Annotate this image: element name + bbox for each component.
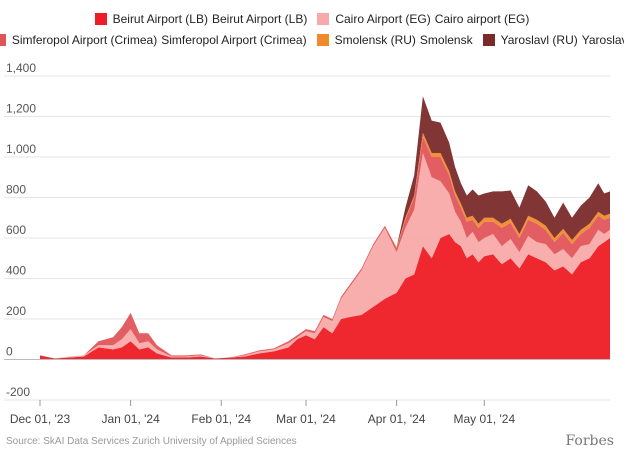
legend-row-2: Simferopol Airport (Crimea) Simferopol A…: [0, 29, 624, 50]
legend-label-smolensk: Smolensk (RU): [334, 32, 416, 47]
legend-item-simferopol[interactable]: Simferopol Airport (Crimea) Simferopol A…: [0, 33, 307, 47]
legend-swatch-simferopol: [0, 33, 6, 46]
y-tick-label: 1,000: [6, 142, 36, 156]
source-note: Source: SkAI Data Services Zurich Univer…: [6, 436, 297, 447]
legend-item-smolensk[interactable]: Smolensk (RU) Smolensk: [316, 32, 473, 47]
y-tick-label: 1,400: [6, 61, 36, 75]
x-tick-label: Mar 01, '24: [276, 412, 336, 426]
x-tick-label: Feb 01, '24: [191, 412, 251, 426]
legend-item-beirut[interactable]: Beirut Airport (LB) Beirut Airport (LB): [94, 11, 308, 26]
legend-swatch-beirut: [94, 12, 107, 25]
legend-sublabel-smolensk: Smolensk: [419, 32, 473, 47]
legend-label-yaroslavl: Yaroslavl (RU): [500, 32, 578, 47]
x-tick-label: May 01, '24: [453, 412, 515, 426]
y-tick-label: -200: [6, 385, 30, 399]
legend-item-cairo[interactable]: Cairo Airport (EG) Cairo airport (EG): [317, 12, 529, 26]
legend: Beirut Airport (LB) Beirut Airport (LB) …: [0, 8, 624, 50]
x-tick-label: Dec 01, '23: [10, 412, 71, 426]
y-tick-label: 200: [6, 304, 26, 318]
y-tick-label: 1,200: [6, 102, 36, 116]
legend-sublabel-yaroslavl: Yaroslavl: [581, 32, 624, 47]
legend-label-cairo: Cairo Airport (EG): [335, 11, 431, 26]
y-tick-label: 600: [6, 223, 26, 237]
x-tick-label: Apr 01, '24: [368, 412, 426, 426]
area-cairo: [40, 153, 610, 359]
legend-sublabel-simferopol: Simferopol Airport (Crimea): [161, 32, 307, 47]
legend-label-simferopol: Simferopol Airport (Crimea): [11, 32, 158, 47]
legend-swatch-cairo: [317, 12, 330, 25]
legend-swatch-smolensk: [316, 33, 329, 46]
y-tick-label: 400: [6, 264, 26, 278]
legend-row-1: Beirut Airport (LB) Beirut Airport (LB) …: [0, 8, 624, 29]
y-tick-label: 0: [6, 345, 13, 359]
y-tick-label: 800: [6, 183, 26, 197]
area-beirut: [40, 234, 610, 360]
legend-sublabel-cairo: Cairo airport (EG): [434, 11, 530, 26]
x-tick-label: Jan 01, '24: [101, 412, 160, 426]
legend-label-beirut: Beirut Airport (LB): [112, 11, 208, 26]
legend-item-yaroslavl[interactable]: Yaroslavl (RU) Yaroslavl: [482, 32, 624, 47]
forbes-logo: Forbes: [565, 433, 614, 449]
legend-sublabel-beirut: Beirut Airport (LB): [211, 11, 308, 26]
legend-swatch-yaroslavl: [482, 33, 495, 46]
